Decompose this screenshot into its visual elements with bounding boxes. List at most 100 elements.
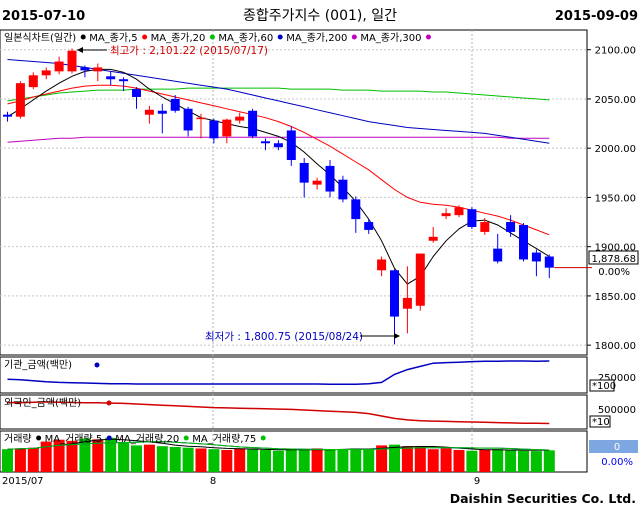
volume-bar xyxy=(453,449,465,472)
candle-down xyxy=(467,209,477,227)
institution-legend: 기관_금액(백만) xyxy=(4,359,72,371)
volume-bar xyxy=(2,449,13,472)
low-annotation: 최저가 : 1,800.75 (2015/08/24) xyxy=(205,331,363,343)
candle-down xyxy=(119,79,129,82)
institution-y-tick: 250000 xyxy=(598,373,636,384)
candle-down xyxy=(157,110,167,114)
volume-bar xyxy=(427,449,439,472)
candle-down xyxy=(132,89,141,97)
candle-down xyxy=(531,252,541,262)
volume-bar xyxy=(118,442,130,472)
candle-down xyxy=(170,98,180,111)
candlesticks xyxy=(3,48,592,345)
volume-bar xyxy=(350,448,362,472)
volume-bars xyxy=(2,437,555,472)
legend-dot-icon xyxy=(277,34,283,40)
legend-label: MA_종가,60 xyxy=(218,32,273,44)
candle-up xyxy=(415,253,425,306)
volume-bar xyxy=(440,448,452,472)
legend-dot-icon xyxy=(351,34,357,40)
candle-up xyxy=(377,259,387,271)
ma-300-line xyxy=(7,136,550,143)
candle-down xyxy=(544,256,554,268)
candle-down xyxy=(209,120,219,139)
price-tick-label: 2100.00 xyxy=(595,46,636,57)
volume-bar xyxy=(66,440,78,472)
volume-legend: 거래량 MA_거래량,5 MA_거래량,20 MA_거래량,75 xyxy=(4,433,266,445)
x-label-august: 8 xyxy=(210,476,216,487)
candle-down xyxy=(364,222,374,230)
volume-legend-dot-icon xyxy=(36,435,42,441)
legend-dot-icon xyxy=(209,34,215,40)
end-date: 2015-09-09 xyxy=(555,9,638,24)
candle-down xyxy=(506,222,516,232)
volume-bar xyxy=(156,446,168,472)
legend-label: MA_종가,200 xyxy=(286,32,347,44)
foreign-scale-box xyxy=(589,415,611,428)
candle-up xyxy=(428,236,438,241)
volume-bar xyxy=(234,448,246,472)
legend-dot-icon xyxy=(80,34,86,40)
candle-up xyxy=(144,109,154,115)
candle-up xyxy=(312,180,322,185)
ma-200-line xyxy=(7,59,550,144)
last-value: 1,878.68 xyxy=(591,254,636,265)
candle-up xyxy=(454,207,464,216)
legend-dot-icon xyxy=(142,34,148,40)
legend-label: 일본식차트(일간) xyxy=(4,32,76,44)
candle-up xyxy=(196,117,206,120)
price-tick-label: 2000.00 xyxy=(595,144,636,155)
candle-down xyxy=(261,141,270,144)
brand-footer: Daishin Securities Co. Ltd. xyxy=(450,491,636,506)
candle-down xyxy=(183,108,193,131)
start-date: 2015-07-10 xyxy=(2,9,85,24)
volume-bar xyxy=(221,449,233,472)
volume-bar xyxy=(169,446,181,472)
candle-down xyxy=(351,199,361,220)
candle-up xyxy=(67,50,77,72)
volume-legend-dot-icon xyxy=(183,435,189,441)
volume-bar xyxy=(298,449,310,472)
volume-bar xyxy=(272,450,284,472)
candle-down xyxy=(248,110,258,137)
candle-up xyxy=(54,61,64,72)
volume-bar xyxy=(466,450,478,472)
foreign-scale: *10 xyxy=(592,417,610,428)
volume-bar xyxy=(389,444,400,472)
volume-bar xyxy=(92,439,104,472)
chart-title: 종합주가지수 (001), 일간 xyxy=(243,8,397,24)
price-tick-label: 2050.00 xyxy=(595,95,636,106)
volume-bar xyxy=(40,441,52,472)
volume-bar xyxy=(543,450,555,472)
volume-bar xyxy=(131,445,142,472)
candle-up xyxy=(15,83,25,117)
price-tick-label: 1850.00 xyxy=(595,292,636,303)
candle-up xyxy=(222,119,232,137)
price-y-axis: 1800.00 1850.00 1900.00 1950.00 2000.00 2050.… xyxy=(587,46,636,352)
price-legend: 일본식차트(일간) MA_종가,5 MA_종가,20 MA_종가,60 MA_종가,20… xyxy=(4,32,431,44)
candle-down xyxy=(299,162,309,183)
last-change: 0.00% xyxy=(598,267,630,278)
candle-down xyxy=(106,76,116,80)
volume-bar xyxy=(105,437,117,472)
price-tick-label: 1900.00 xyxy=(595,243,636,254)
price-panel-frame xyxy=(0,29,588,356)
candle-down xyxy=(3,114,12,117)
x-label-july: 2015/07 xyxy=(2,476,44,487)
candle-down xyxy=(273,143,283,148)
price-grid xyxy=(0,49,587,346)
x-label-september: 9 xyxy=(474,476,480,487)
moving-average-lines xyxy=(7,59,550,285)
volume-bar xyxy=(27,447,39,472)
volume-value-box xyxy=(589,440,638,453)
volume-bar xyxy=(14,448,26,472)
volume-legend-label: 거래량 xyxy=(4,433,32,445)
candle-up xyxy=(93,67,103,72)
volume-bar xyxy=(337,449,349,472)
institution-legend-dot-icon xyxy=(94,362,100,368)
foreign-series xyxy=(7,401,550,425)
legend-label: MA_종가,20 xyxy=(151,32,206,44)
high-arrowhead-icon xyxy=(77,47,83,53)
low-arrowhead-icon xyxy=(394,333,400,339)
volume-bar xyxy=(182,447,194,472)
